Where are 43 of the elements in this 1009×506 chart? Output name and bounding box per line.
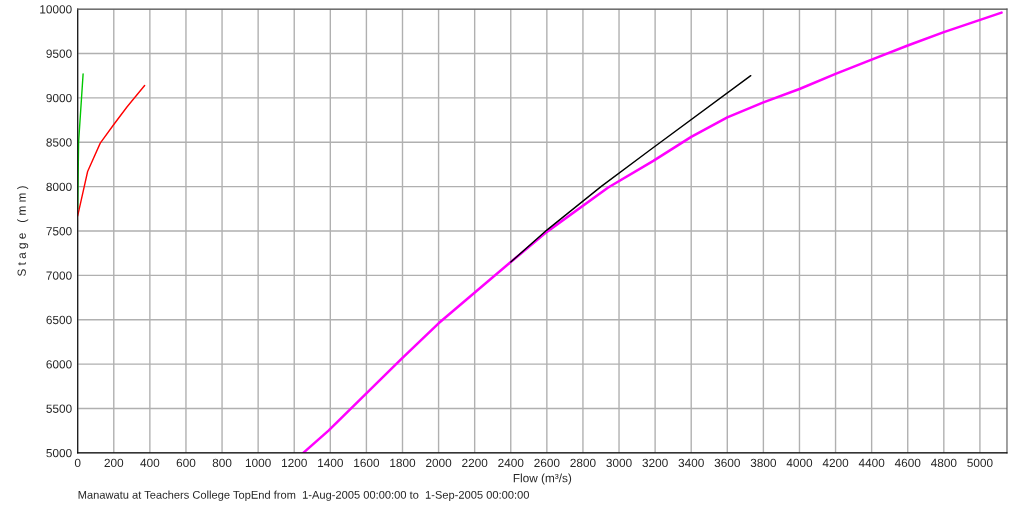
x-tick-label: 4400 bbox=[858, 458, 885, 468]
y-tick-label: 6500 bbox=[46, 315, 72, 325]
x-tick-label: 1400 bbox=[318, 458, 343, 468]
y-tick-label: 8000 bbox=[46, 182, 72, 192]
y-tick-label: 8500 bbox=[46, 138, 72, 147]
x-tick-label: 5000 bbox=[967, 458, 993, 468]
x-tick-label: 4000 bbox=[786, 458, 813, 468]
y-tick-label: 5500 bbox=[46, 404, 72, 413]
x-tick-label: 800 bbox=[212, 458, 232, 468]
x-tick-label: 2000 bbox=[426, 458, 452, 468]
y-tick-label: 6000 bbox=[46, 360, 72, 369]
y-tick-label: 7500 bbox=[46, 227, 72, 236]
x-tick-label: 4200 bbox=[822, 458, 849, 468]
text: Manawatu at Teachers College TopEnd from 1-Aug-2005 00:00:00 to 1-Sep-2005 00:00:00 bbox=[78, 490, 530, 501]
x-tick-label: 1000 bbox=[245, 458, 271, 468]
x-tick-label: 1600 bbox=[354, 458, 380, 468]
y-tick-label: 7000 bbox=[46, 271, 72, 280]
y-tick-label: 9000 bbox=[46, 93, 72, 103]
x-tick-label: 2400 bbox=[498, 458, 524, 468]
y-tick-label: 5000 bbox=[46, 448, 72, 458]
x-tick-label: 400 bbox=[140, 458, 160, 468]
x-tick-label: 3600 bbox=[714, 458, 740, 468]
x-tick-label: 1800 bbox=[390, 458, 416, 468]
x-tick-label: 3000 bbox=[606, 458, 632, 468]
y-tick-label: 9500 bbox=[46, 49, 72, 58]
x-tick-label: 1200 bbox=[282, 458, 307, 468]
x-tick-label: 600 bbox=[176, 458, 196, 468]
y-axis-title: S t a g e ( m m ) bbox=[17, 186, 29, 277]
x-axis-title: Flow (m³/s) bbox=[513, 473, 572, 485]
x-tick-label: 3200 bbox=[642, 458, 668, 468]
y-tick-label: 10000 bbox=[40, 5, 72, 14]
x-tick-label: 3400 bbox=[678, 458, 704, 468]
x-tick-label: 2600 bbox=[534, 458, 560, 468]
x-tick-label: 2200 bbox=[462, 458, 488, 468]
x-tick-label: 0 bbox=[74, 458, 81, 468]
x-tick-label: 4600 bbox=[894, 458, 921, 468]
line-series bbox=[302, 11, 1003, 453]
line-series bbox=[77, 84, 146, 217]
x-tick-label: 2800 bbox=[570, 458, 596, 468]
x-tick-label: 200 bbox=[104, 458, 124, 468]
x-tick-label: 3800 bbox=[750, 458, 777, 468]
x-tick-label: 4800 bbox=[930, 458, 957, 468]
line-series bbox=[510, 74, 752, 263]
